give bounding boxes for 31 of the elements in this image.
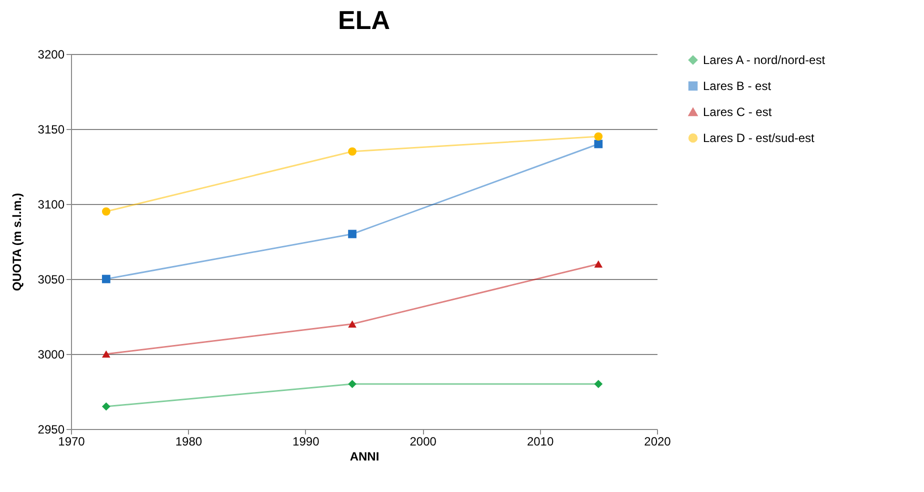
- y-tick-label: 2950: [38, 422, 65, 436]
- point: [348, 147, 356, 156]
- y-tick-label: 3150: [38, 122, 65, 136]
- point: [102, 402, 110, 411]
- point: [594, 380, 603, 388]
- legend-label: Lares A - nord/nord-est: [703, 53, 826, 67]
- x-tick-label: 1990: [292, 434, 320, 448]
- point: [594, 132, 603, 141]
- legend-label: Lares C - est: [703, 105, 772, 119]
- y-tick-label: 3100: [38, 198, 65, 212]
- chart-title: ELA: [338, 5, 390, 35]
- point: [594, 260, 603, 268]
- point: [102, 274, 110, 284]
- point: [594, 140, 603, 148]
- point: [102, 207, 110, 216]
- y-tick-label: 3050: [38, 272, 65, 286]
- x-tick-label: 1980: [175, 434, 202, 448]
- point: [102, 350, 110, 358]
- x-tick-label: 2020: [644, 434, 672, 448]
- point: [348, 230, 356, 238]
- y-axis-title: QUOTA (m s.l.m.): [10, 192, 24, 292]
- x-axis-title: ANNI: [350, 450, 380, 464]
- legend-label: Lares D - est/sud-est: [703, 131, 816, 145]
- x-tick-label: 2010: [526, 434, 554, 448]
- legend-label: Lares B - est: [703, 79, 772, 93]
- x-tick-label: 2000: [410, 434, 437, 448]
- point: [348, 320, 356, 328]
- y-tick-label: 3200: [38, 48, 65, 62]
- point: [348, 380, 356, 388]
- y-tick-label: 3000: [38, 348, 65, 362]
- x-tick-label: 1970: [58, 434, 86, 448]
